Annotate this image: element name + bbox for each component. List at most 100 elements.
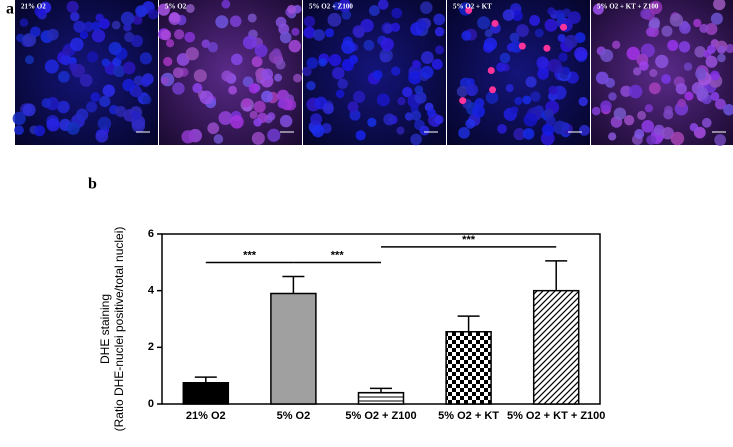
nucleus <box>649 0 663 15</box>
micrographs: 21% O2 5% O2 5% O2 + Z100 5% O2 + KT 5% O2 +… <box>12 0 733 146</box>
nucleus <box>341 40 356 54</box>
nucleus <box>645 27 656 37</box>
nucleus <box>62 46 72 56</box>
nucleus <box>123 23 132 32</box>
nucleus <box>499 52 511 64</box>
nucleus <box>231 53 243 66</box>
y-axis-label: DHE staining <box>98 294 112 364</box>
nucleus <box>595 71 609 85</box>
bar <box>270 292 317 405</box>
nucleus <box>139 52 152 65</box>
nucleus <box>534 28 544 38</box>
dhe-positive-nucleus <box>543 44 551 52</box>
nucleus <box>368 5 380 16</box>
nucleus <box>693 18 702 28</box>
nucleus <box>275 16 287 28</box>
nucleus <box>522 95 532 105</box>
nucleus <box>79 74 93 87</box>
nucleus <box>131 87 143 98</box>
nucleus <box>355 130 366 141</box>
nucleus <box>311 124 325 138</box>
nucleus <box>640 43 655 58</box>
bar <box>357 391 405 405</box>
x-tick-label: 5% O2 <box>277 410 311 422</box>
y-tick-label: 2 <box>148 341 154 353</box>
nucleus <box>646 134 657 145</box>
nucleus <box>363 39 375 51</box>
nucleus <box>99 95 111 108</box>
nucleus <box>600 49 614 63</box>
nucleus <box>66 122 80 135</box>
nucleus <box>505 84 514 93</box>
nucleus <box>185 47 199 61</box>
nucleus <box>338 0 352 13</box>
nucleus <box>112 57 122 67</box>
nucleus <box>695 68 707 80</box>
nucleus <box>247 13 257 23</box>
nucleus <box>58 70 70 83</box>
nucleus <box>47 28 59 41</box>
nucleus <box>683 62 693 71</box>
nucleus <box>705 55 718 68</box>
nucleus <box>352 90 366 104</box>
panel-label: b <box>88 176 97 193</box>
nucleus <box>710 91 720 101</box>
nucleus <box>620 85 632 97</box>
nucleus <box>122 61 136 75</box>
nucleus <box>157 3 170 16</box>
nucleus <box>341 10 352 20</box>
nucleus <box>75 108 89 121</box>
nucleus <box>556 13 566 22</box>
nucleus <box>322 103 334 115</box>
nucleus <box>684 91 694 101</box>
nucleus <box>249 110 258 119</box>
nucleus <box>120 11 135 26</box>
nucleus <box>261 90 273 103</box>
nucleus <box>523 112 538 127</box>
nucleus <box>553 120 567 135</box>
dhe-positive-nucleus <box>491 19 499 27</box>
nucleus <box>548 85 558 95</box>
nucleus <box>655 54 669 69</box>
nucleus <box>306 57 319 69</box>
nucleus <box>670 131 685 146</box>
nucleus <box>163 56 173 67</box>
nucleus <box>547 7 556 16</box>
x-tick-label: 21% O2 <box>186 410 226 422</box>
nucleus <box>174 29 185 40</box>
nucleus <box>380 37 394 52</box>
y-tick-label: 6 <box>148 228 154 240</box>
nucleus <box>433 13 446 26</box>
nucleus <box>241 98 251 108</box>
nucleus <box>169 11 180 23</box>
bar <box>445 331 492 405</box>
nucleus <box>69 62 78 71</box>
nucleus <box>228 85 237 95</box>
nucleus <box>714 134 727 146</box>
nucleus <box>600 100 612 112</box>
nucleus <box>637 110 647 120</box>
nucleus <box>541 123 555 136</box>
nucleus <box>332 66 345 80</box>
nucleus <box>102 84 115 97</box>
nucleus <box>420 65 434 79</box>
nucleus <box>477 16 491 30</box>
nucleus <box>272 48 281 57</box>
nucleus <box>628 84 643 99</box>
nucleus <box>640 8 651 20</box>
nucleus <box>709 70 720 81</box>
nucleus <box>558 52 568 62</box>
nucleus <box>131 110 141 121</box>
nucleus <box>412 59 421 69</box>
nucleus <box>434 26 445 37</box>
nucleus <box>207 42 219 53</box>
y-tick-label: 0 <box>148 398 154 410</box>
nucleus <box>514 96 523 105</box>
nucleus <box>574 47 588 61</box>
nucleus <box>288 39 302 53</box>
nucleus <box>661 25 673 37</box>
image-label: 21% O2 <box>21 3 46 11</box>
nucleus <box>327 12 342 27</box>
nucleus <box>181 130 195 144</box>
